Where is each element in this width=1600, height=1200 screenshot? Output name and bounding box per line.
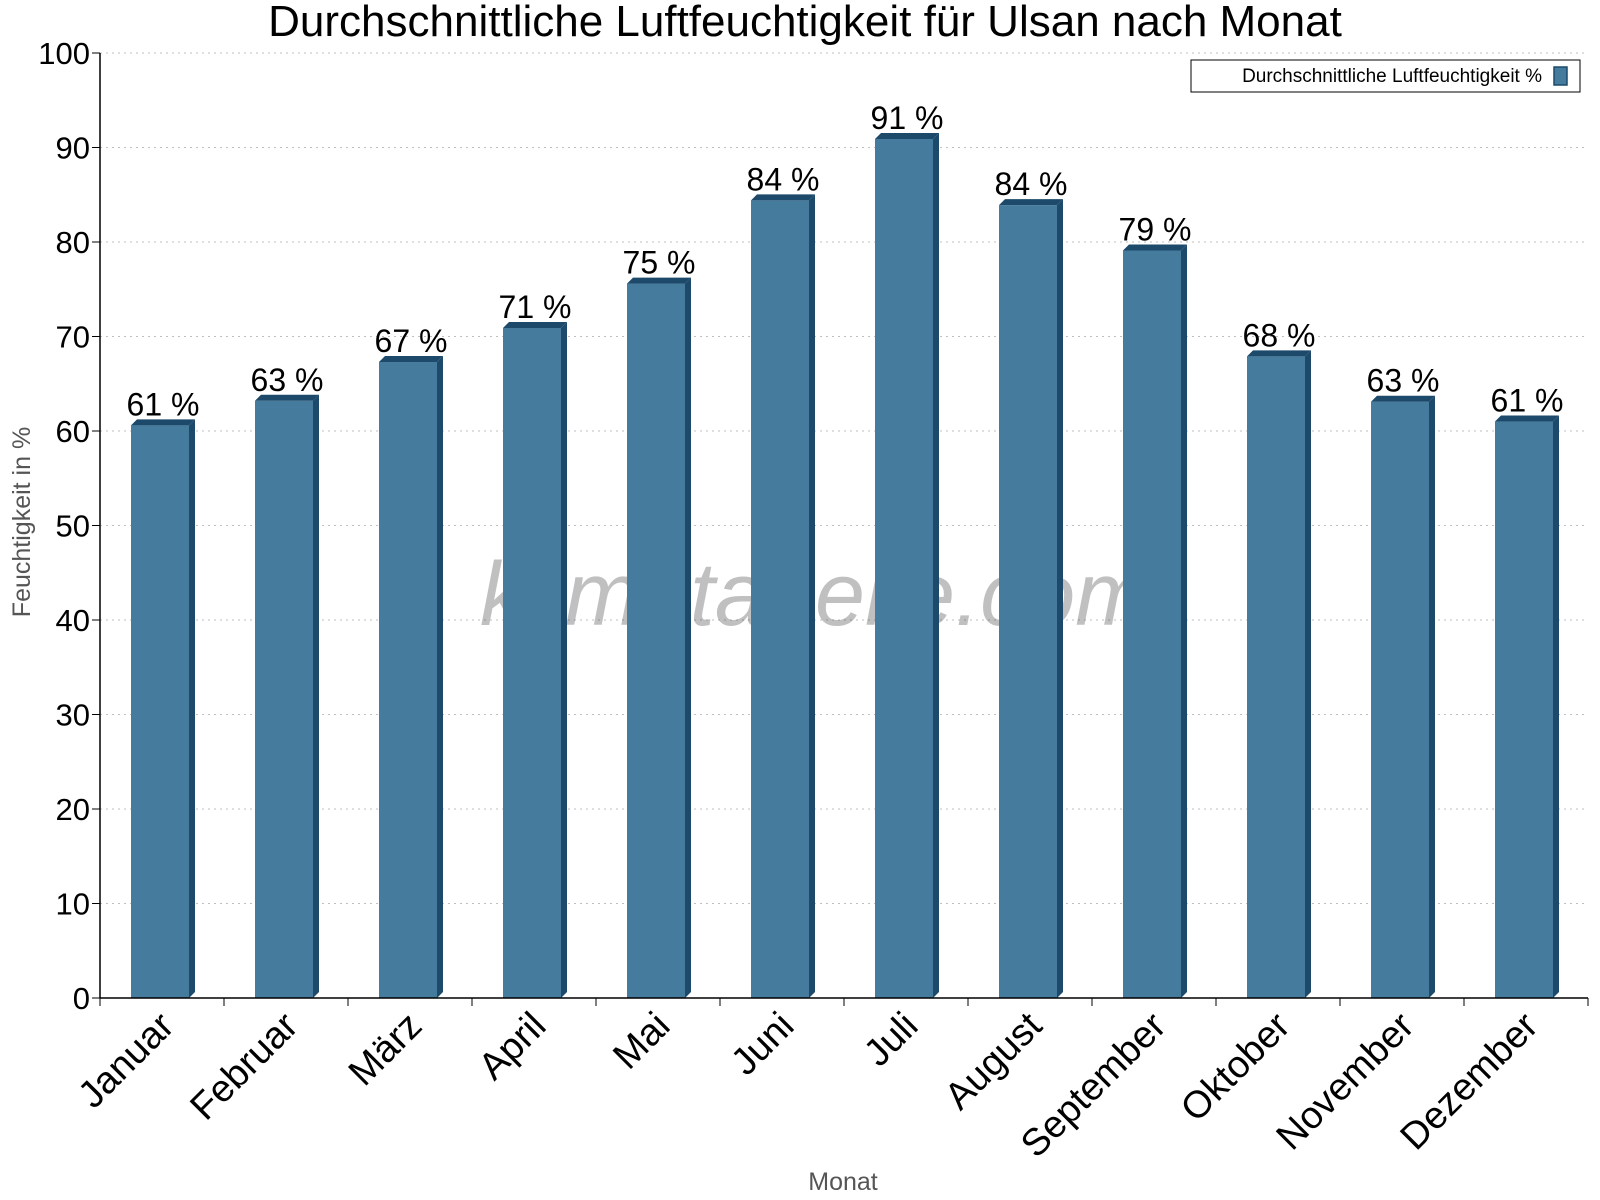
x-tick-label: Februar — [183, 1004, 307, 1128]
y-axis-title: Feuchtigkeit in % — [8, 427, 36, 617]
bar-side — [1429, 395, 1435, 999]
y-tick-label: 40 — [56, 603, 90, 638]
y-tick-label: 90 — [56, 131, 90, 166]
bar-face — [1371, 401, 1429, 999]
bar-top — [751, 194, 815, 201]
data-label: 67 % — [375, 323, 448, 359]
data-label: 61 % — [1491, 383, 1564, 419]
bar-juni: 84 % — [747, 161, 820, 999]
bar-top — [1495, 415, 1559, 422]
bar-top — [875, 132, 939, 139]
bar-januar: 61 % — [127, 386, 200, 999]
data-label: 84 % — [995, 166, 1068, 202]
bar-top — [1247, 350, 1311, 357]
bar-series: 61 % 63 % 67 % 71 % 75 % 84 % 91 % 84 % 79 % 68 %… — [127, 100, 1564, 999]
bar-side — [313, 394, 319, 998]
bar-side — [437, 356, 443, 998]
bar-face — [875, 138, 933, 998]
bar-side — [809, 194, 815, 999]
bar-side — [1305, 350, 1311, 999]
bar-side — [1181, 244, 1187, 998]
data-label: 71 % — [499, 289, 572, 325]
data-label: 61 % — [127, 386, 200, 422]
data-label: 68 % — [1243, 317, 1316, 353]
y-tick-label: 80 — [56, 225, 90, 260]
y-tick-label: 0 — [73, 981, 90, 1016]
bar-face — [751, 200, 809, 999]
data-label: 84 % — [747, 161, 820, 197]
chart-title: Durchschnittliche Luftfeuchtigkeit für U… — [268, 0, 1342, 46]
legend-label: Durchschnittliche Luftfeuchtigkeit % — [1242, 66, 1542, 87]
bar-top — [255, 394, 319, 401]
bar-face — [1123, 250, 1181, 998]
y-tick-label: 60 — [56, 414, 90, 449]
bar-dezember: 61 % — [1491, 383, 1564, 998]
x-tick-label: Juli — [856, 1005, 926, 1075]
y-tick-label: 10 — [56, 887, 90, 922]
data-label: 63 % — [251, 362, 324, 398]
bar-april: 71 % — [499, 289, 572, 998]
y-tick-label: 70 — [56, 320, 90, 355]
bar-side — [1057, 199, 1063, 998]
grid-lines — [100, 52, 1588, 904]
x-tick-label: Mai — [605, 1005, 678, 1078]
y-tick-label: 30 — [56, 698, 90, 733]
bar-oktober: 68 % — [1243, 317, 1316, 999]
bar-februar: 63 % — [251, 362, 324, 998]
bar-face — [379, 362, 437, 998]
x-axis-ticks: Januar Februar März April Mai Juni Juli AugustS… — [70, 998, 1589, 1166]
y-tick-label: 100 — [38, 36, 90, 71]
bar-side — [1553, 415, 1559, 998]
bar-face — [131, 425, 189, 999]
bar-märz: 67 % — [375, 323, 448, 998]
x-tick-label: Januar — [70, 1004, 182, 1116]
bar-side — [189, 419, 195, 999]
bar-top — [999, 199, 1063, 206]
legend-box — [1190, 59, 1581, 93]
bar-juli: 91 % — [871, 100, 944, 998]
bar-face — [627, 283, 685, 999]
x-tick-label: August — [937, 1004, 1051, 1118]
bar-face — [503, 327, 561, 998]
data-label: 75 % — [623, 245, 696, 281]
x-tick-label: Juni — [723, 1005, 802, 1084]
bar-face — [1247, 356, 1305, 999]
bar-top — [131, 419, 195, 426]
x-tick-label: Oktober — [1173, 1004, 1299, 1130]
bar-top — [1371, 395, 1435, 402]
bar-top — [379, 356, 443, 363]
bar-august: 84 % — [995, 166, 1068, 998]
bar-top — [1123, 244, 1187, 251]
bar-face — [1495, 421, 1553, 998]
data-label: 63 % — [1367, 363, 1440, 399]
bar-face — [999, 205, 1057, 998]
legend: Durchschnittliche Luftfeuchtigkeit % — [1190, 59, 1581, 93]
x-tick-label: Dezember — [1393, 1004, 1547, 1158]
bar-top — [503, 321, 567, 328]
x-tick-label: April — [471, 1005, 554, 1088]
y-tick-label: 20 — [56, 792, 90, 827]
bar-november: 63 % — [1367, 363, 1440, 999]
bar-side — [685, 277, 691, 999]
legend-swatch — [1553, 66, 1568, 86]
x-tick-label: März — [341, 1005, 430, 1094]
data-label: 79 % — [1119, 212, 1192, 248]
bar-mai: 75 % — [623, 245, 696, 999]
y-axis-ticks: 0 10 20 30 40 50 60 70 80 90 100 — [38, 36, 100, 1016]
bar-september: 79 % — [1119, 212, 1192, 998]
y-tick-label: 50 — [56, 509, 90, 544]
bar-face — [255, 400, 313, 998]
bar-top — [627, 277, 691, 284]
x-axis-title: Monat — [808, 1168, 878, 1196]
bar-side — [933, 132, 939, 998]
data-label: 91 % — [871, 100, 944, 136]
bar-side — [561, 321, 567, 998]
